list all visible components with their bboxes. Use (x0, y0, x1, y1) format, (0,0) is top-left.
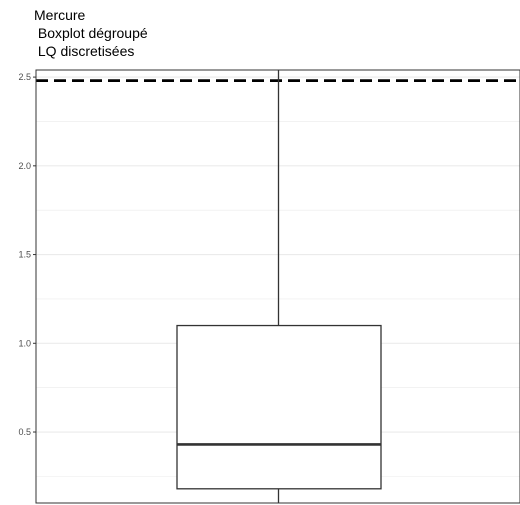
y-tick-label: 1.0 (18, 338, 31, 348)
y-tick-label: 2.5 (18, 72, 31, 82)
interquartile-box (176, 324, 382, 490)
y-tick-label: 0.5 (18, 427, 31, 437)
chart-title-line-1: Mercure (34, 7, 86, 23)
y-tick-label: 2.0 (18, 161, 31, 171)
boxplot-group (176, 70, 382, 503)
y-tick-label: 1.5 (18, 250, 31, 260)
chart-title: Mercure Boxplot dégroupé LQ discretisées (34, 7, 148, 59)
chart-title-line-2: Boxplot dégroupé (34, 25, 148, 41)
panel-border (35, 69, 520, 504)
chart-title-line-3: LQ discretisées (34, 43, 134, 59)
y-axis-ticks: 0.5 1.0 1.5 2.0 2.5 (18, 72, 36, 437)
